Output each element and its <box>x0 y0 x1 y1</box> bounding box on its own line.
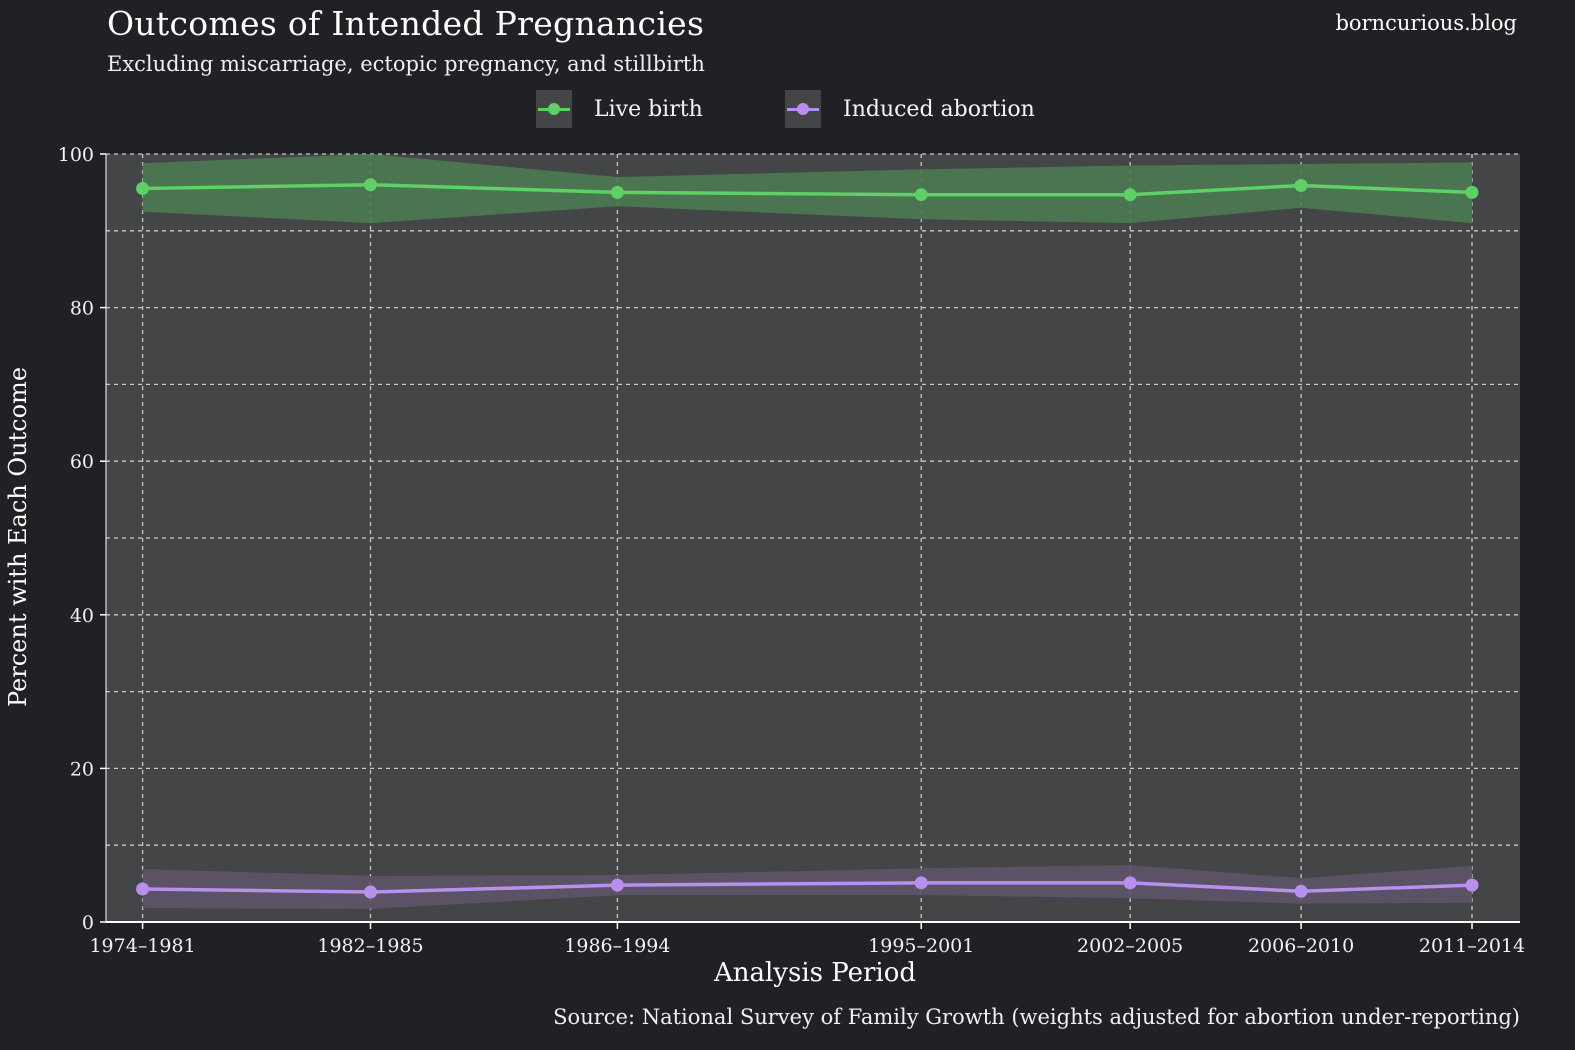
y-tick-label: 60 <box>70 451 94 473</box>
confidence-band-induced-abortion <box>142 865 1473 909</box>
x-tick-label: 2011–2014 <box>1419 935 1525 957</box>
data-point-live-birth <box>136 182 150 196</box>
data-point-live-birth <box>1294 178 1308 192</box>
chart-title: Outcomes of Intended Pregnancies <box>107 4 705 43</box>
data-point-induced-abortion <box>914 876 928 890</box>
legend: Live birth Induced abortion <box>0 90 1575 130</box>
x-tick-label: 1982–1985 <box>317 935 423 957</box>
legend-item-live-birth[interactable]: Live birth <box>536 90 703 128</box>
legend-item-induced-abortion[interactable]: Induced abortion <box>785 90 1035 128</box>
data-point-live-birth <box>363 178 377 192</box>
chart-subtitle: Excluding miscarriage, ectopic pregnancy… <box>107 52 705 76</box>
legend-key-live-birth <box>536 90 572 128</box>
data-point-live-birth <box>1123 188 1137 202</box>
source-note: Source: National Survey of Family Growth… <box>553 1005 1520 1029</box>
y-tick-label: 0 <box>82 912 94 934</box>
x-tick-label: 1974–1981 <box>89 935 195 957</box>
data-point-induced-abortion <box>1123 876 1137 890</box>
data-point-induced-abortion <box>610 878 624 892</box>
y-tick-label: 20 <box>70 758 94 780</box>
x-tick-label: 1986–1994 <box>564 935 670 957</box>
legend-label-induced-abortion: Induced abortion <box>843 96 1035 122</box>
data-point-live-birth <box>1465 185 1479 199</box>
legend-key-induced-abortion <box>785 90 821 128</box>
x-axis-title: Analysis Period <box>713 958 917 988</box>
data-point-induced-abortion <box>363 885 377 899</box>
y-tick-label: 40 <box>70 605 94 627</box>
confidence-band-live-birth <box>142 154 1473 224</box>
data-point-live-birth <box>610 185 624 199</box>
x-tick-label: 1995–2001 <box>868 935 974 957</box>
y-tick-label: 100 <box>58 144 94 166</box>
data-point-induced-abortion <box>1465 878 1479 892</box>
brand-link[interactable]: borncurious.blog <box>1335 11 1517 35</box>
y-axis-title: Percent with Each Outcome <box>4 366 32 708</box>
legend-label-live-birth: Live birth <box>594 96 703 122</box>
data-point-live-birth <box>914 188 928 202</box>
x-tick-label: 2002–2005 <box>1077 935 1183 957</box>
data-point-induced-abortion <box>136 882 150 896</box>
data-point-induced-abortion <box>1294 884 1308 898</box>
x-tick-label: 2006–2010 <box>1248 935 1354 957</box>
y-tick-label: 80 <box>70 298 94 320</box>
